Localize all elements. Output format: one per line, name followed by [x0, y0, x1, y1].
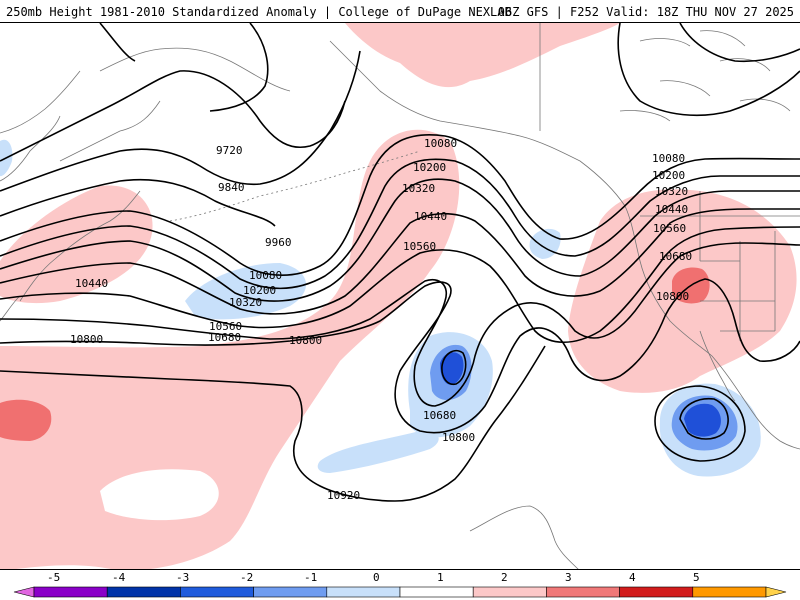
legend-swatch: [326, 586, 401, 598]
legend-swatch: [399, 586, 474, 598]
legend-tick-label: 2: [501, 571, 508, 584]
coastlines: [0, 23, 800, 569]
legend-swatch: [546, 586, 620, 598]
positive-anomaly-north-pacific: [345, 23, 620, 88]
neutral-patch: [100, 469, 219, 521]
contour-labels: 9720 9840 9960 10080 10200 10320 10440 1…: [70, 137, 692, 502]
contour-low-east-pacific: [441, 349, 467, 386]
legend-swatch: [765, 586, 787, 598]
alaska-coast: [329, 40, 800, 450]
negative-anomaly-trail: [317, 430, 439, 473]
legend-swatch: [692, 586, 767, 598]
contour-label: 10680: [423, 409, 456, 422]
us-border: [640, 191, 800, 341]
asia-coast: [0, 70, 141, 322]
height-contours: [0, 23, 800, 502]
contour-label: 10800: [442, 431, 475, 444]
contour-label: 9840: [218, 181, 245, 194]
legend-swatch: [253, 586, 328, 598]
contour-label: 10560: [209, 320, 242, 333]
contour-arctic-low: [617, 23, 800, 117]
legend-swatch: [472, 586, 547, 598]
legend-tick-label: 0: [373, 571, 380, 584]
contour-label: 10800: [656, 290, 689, 303]
contour-10680: [0, 242, 800, 407]
legend-swatch: [13, 586, 35, 598]
legend-tick-label: 4: [629, 571, 636, 584]
contour-9720: [0, 70, 346, 162]
contour-label: 9720: [216, 144, 243, 157]
legend-tick-label: -2: [240, 571, 253, 584]
positive-anomaly-central-pacific: [0, 129, 460, 569]
legend-tick-label: -3: [176, 571, 189, 584]
anomaly-map: 9720 9840 9960 10080 10200 10320 10440 1…: [0, 23, 800, 569]
legend-tick-label: -4: [112, 571, 126, 584]
contour-label: 10320: [229, 296, 262, 309]
contour-label: 10680: [208, 331, 241, 344]
anomaly-shading: [0, 23, 797, 569]
contour-label: 10440: [75, 277, 108, 290]
title-bar: 250mb Height 1981-2010 Standardized Anom…: [0, 0, 800, 22]
legend-tick-label: -5: [47, 571, 60, 584]
contour-10440: [0, 208, 800, 315]
contour-label: 10920: [327, 489, 360, 502]
negative-anomaly-gulf-ak: [529, 228, 561, 259]
contour-label: 10080: [424, 137, 457, 150]
contour-10800-mexico: [679, 397, 729, 440]
contour-label: 10200: [243, 284, 276, 297]
contour-10560: [0, 226, 800, 343]
legend-tick-label: 5: [693, 571, 700, 584]
contour-10920: [0, 345, 546, 502]
model-run-info: 06Z GFS | F252 Valid: 18Z THU NOV 27 202…: [497, 5, 794, 19]
legend-swatch: [33, 586, 108, 598]
south-pacific-coast: [469, 505, 579, 569]
contour-label: 10320: [402, 182, 435, 195]
contour-10200: [0, 158, 800, 290]
contour-label: 10680: [659, 250, 692, 263]
contour-label: 10440: [414, 210, 447, 223]
positive-anomaly-strong-west-pacific: [0, 399, 52, 441]
legend-tick-label: 1: [437, 571, 444, 584]
canada-arctic-islands: [619, 30, 791, 122]
contour-10320: [0, 178, 800, 302]
negative-anomaly-strong-east-pacific: [440, 352, 464, 385]
negative-anomaly-aleutian: [185, 263, 307, 320]
contour-10800-main: [0, 278, 800, 434]
legend-swatches: [13, 586, 787, 598]
contour-9960: [0, 178, 276, 227]
legend-swatch: [180, 586, 254, 598]
contour-label: 9960: [265, 236, 292, 249]
map-panel: 9720 9840 9960 10080 10200 10320 10440 1…: [0, 22, 800, 570]
contour-label: 10800: [70, 333, 103, 346]
contour-label: 10440: [655, 203, 688, 216]
contour-label: 10200: [652, 169, 685, 182]
contour-10920-mexico: [654, 385, 746, 462]
baja: [699, 330, 736, 402]
contour-10920-far-north: [99, 23, 269, 112]
legend-tick-label: 3: [565, 571, 572, 584]
kamchatka: [59, 47, 291, 162]
legend-swatch: [106, 586, 181, 598]
contour-label: 10080: [249, 269, 282, 282]
anomaly-legend: -5 -4 -3 -2 -1 0 1 2 3 4 5: [0, 570, 800, 600]
contour-9840: [0, 50, 361, 192]
negative-anomaly-mexico-strong: [684, 403, 721, 437]
contour-10080-west: [0, 134, 800, 276]
legend-tick-label: -1: [304, 571, 317, 584]
contour-label: 10560: [403, 240, 436, 253]
chart-title: 250mb Height 1981-2010 Standardized Anom…: [6, 5, 512, 19]
contour-label: 10200: [413, 161, 446, 174]
legend-swatch: [619, 586, 694, 598]
legend-colorbar: -5 -4 -3 -2 -1 0 1 2 3 4 5: [13, 571, 787, 598]
contour-label: 10800: [289, 334, 322, 347]
contour-label: 10560: [653, 222, 686, 235]
legend-ticks: -5 -4 -3 -2 -1 0 1 2 3 4 5: [47, 571, 700, 584]
contour-label: 10080: [652, 152, 685, 165]
contour-label: 10320: [655, 185, 688, 198]
